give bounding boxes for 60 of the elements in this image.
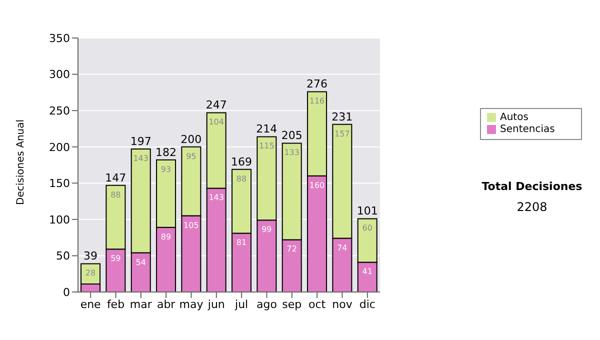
data-label: 59: [110, 254, 121, 264]
data-label: 74: [337, 243, 348, 252]
data-label: 160: [309, 180, 325, 190]
data-label: 105: [184, 220, 199, 230]
x-tick-label: jun: [206, 298, 225, 311]
x-tick-label: mar: [130, 298, 152, 311]
total-label: 214: [256, 122, 278, 136]
y-tick-label: 250: [49, 104, 70, 118]
legend-label: Autos: [500, 112, 528, 123]
total-label: 182: [156, 146, 177, 159]
x-tick-label: sep: [282, 298, 302, 311]
total-label: 247: [206, 98, 227, 112]
total-label: 169: [231, 155, 252, 168]
x-tick-label: nov: [332, 298, 353, 311]
data-label: 115: [259, 142, 274, 151]
y-tick-label: 300: [49, 68, 70, 82]
x-tick-label: dic: [359, 298, 376, 311]
total-label: 205: [281, 129, 302, 142]
y-tick-label: 100: [49, 213, 70, 226]
total-label: 147: [105, 171, 126, 184]
data-label: 88: [110, 190, 121, 200]
data-label: 95: [186, 152, 196, 161]
text: Total Decisiones: [480, 180, 584, 193]
total-label: 197: [130, 135, 152, 148]
y-axis-title: Decisiones Anual: [16, 119, 27, 205]
data-label: 60: [362, 224, 372, 233]
data-label: 116: [309, 96, 325, 106]
data-label: 41: [362, 267, 372, 276]
y-tick-label: 200: [49, 140, 70, 154]
data-label: 89: [160, 232, 172, 242]
data-label: 93: [160, 164, 172, 174]
x-tick-label: abr: [156, 298, 176, 311]
y-tick-label: 350: [49, 32, 70, 45]
x-tick-label: ago: [256, 298, 278, 311]
data-label: 133: [284, 148, 300, 158]
x-tick-label: ene: [80, 298, 102, 311]
data-label: 81: [236, 238, 247, 248]
data-label: 99: [262, 225, 272, 234]
data-label: 143: [208, 193, 224, 202]
x-tick-label: may: [179, 298, 204, 311]
text: 2208: [516, 200, 548, 214]
x-tick-label: jul: [234, 298, 248, 311]
data-label: 157: [334, 129, 350, 138]
total-label: 200: [180, 132, 202, 146]
total-label: 276: [306, 78, 328, 91]
data-label: 28: [85, 268, 96, 278]
x-tick-label: oct: [308, 298, 326, 311]
data-label: 104: [208, 118, 224, 127]
total-label: 39: [84, 250, 98, 263]
total-label: 101: [356, 204, 378, 218]
y-tick-label: 150: [49, 177, 70, 190]
data-label: 88: [236, 174, 247, 184]
y-tick-label: 50: [56, 250, 70, 263]
legend-label: Sentencias: [500, 124, 555, 135]
data-label: 54: [136, 258, 146, 267]
total-label: 231: [332, 110, 353, 124]
y-tick-label: 0: [63, 286, 70, 299]
data-label: 72: [286, 244, 297, 254]
x-tick-label: feb: [106, 298, 125, 311]
data-label: 143: [133, 154, 148, 164]
